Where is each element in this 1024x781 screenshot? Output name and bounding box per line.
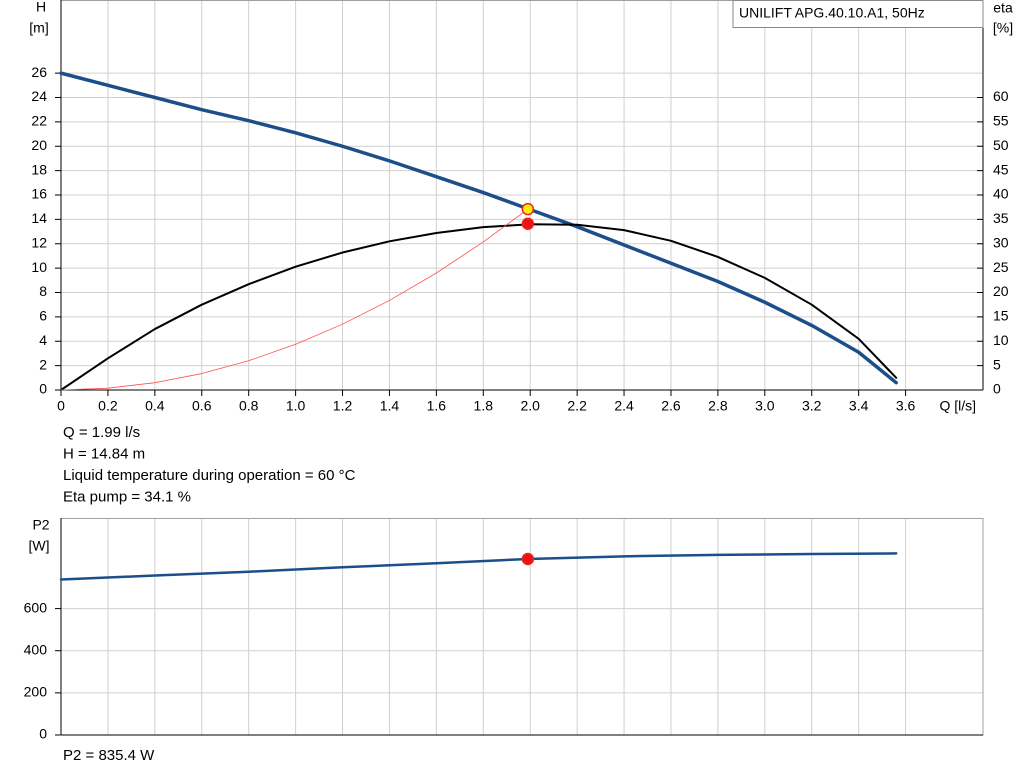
x-tick-label: 2.4 (614, 398, 634, 414)
y2-tick-label: 55 (993, 113, 1009, 129)
y-tick-label: 14 (31, 210, 47, 226)
series-line (60, 223, 898, 391)
y-tick-label: 18 (31, 161, 47, 177)
x-tick-label: 1.4 (380, 398, 400, 414)
x-tick-label: 1.8 (474, 398, 494, 414)
y2-tick-label: 50 (993, 137, 1009, 153)
x-tick-label: 0.6 (192, 398, 212, 414)
info-text: P2 = 835.4 W (63, 747, 155, 764)
y-tick-label: 0 (39, 726, 47, 742)
x-tick-label: 0.4 (145, 398, 165, 414)
y-tick-label: 22 (31, 113, 47, 129)
y2-tick-label: 45 (993, 161, 1009, 177)
x-tick-label: 3.0 (755, 398, 775, 414)
operating-point (521, 202, 535, 216)
series-line (59, 71, 898, 385)
series-line (60, 208, 529, 391)
y-tick-label: 26 (31, 64, 47, 80)
operating-point (521, 552, 535, 566)
y-tick-label: 16 (31, 186, 47, 202)
y-label: P2 (32, 517, 49, 533)
x-label: Q [l/s] (939, 398, 976, 414)
x-tick-label: 2.6 (661, 398, 681, 414)
y2-unit: [%] (993, 20, 1013, 36)
x-tick-label: 0.2 (98, 398, 118, 414)
y-tick-label: 8 (39, 283, 47, 299)
y-tick-label: 4 (39, 332, 47, 348)
x-tick-label: 1.6 (427, 398, 447, 414)
y-tick-label: 400 (24, 641, 48, 657)
y-label: H (36, 0, 46, 15)
y2-tick-label: 20 (993, 283, 1009, 299)
x-tick-label: 3.2 (802, 398, 822, 414)
info-text: Eta pump = 34.1 % (63, 488, 191, 505)
info-text: Liquid temperature during operation = 60… (63, 467, 356, 484)
y2-tick-label: 35 (993, 210, 1009, 226)
y-tick-label: 200 (24, 684, 48, 700)
y-tick-label: 20 (31, 137, 47, 153)
y-tick-label: 24 (31, 88, 47, 104)
x-tick-label: 1.2 (333, 398, 353, 414)
y-tick-label: 0 (39, 381, 47, 397)
x-tick-label: 2.0 (520, 398, 540, 414)
y-tick-label: 12 (31, 234, 47, 250)
x-tick-label: 0 (57, 398, 65, 414)
x-tick-label: 3.6 (896, 398, 916, 414)
y2-label: eta (993, 0, 1013, 16)
x-tick-label: 0.8 (239, 398, 259, 414)
y-tick-label: 2 (39, 356, 47, 372)
x-tick-label: 1.0 (286, 398, 306, 414)
series-line (59, 552, 898, 581)
x-tick-label: 2.8 (708, 398, 728, 414)
y2-tick-label: 10 (993, 332, 1009, 348)
y-unit: [W] (29, 538, 50, 554)
y-tick-label: 10 (31, 259, 47, 275)
title-box (732, 0, 984, 28)
y2-tick-label: 15 (993, 308, 1009, 324)
y-tick-label: 600 (24, 599, 48, 615)
info-text: Q = 1.99 l/s (63, 424, 140, 441)
chart-title: UNILIFT APG.40.10.A1, 50Hz (739, 5, 925, 21)
x-tick-label: 2.2 (567, 398, 587, 414)
y-tick-label: 6 (39, 308, 47, 324)
y2-tick-label: 5 (993, 356, 1001, 372)
y2-tick-label: 25 (993, 259, 1009, 275)
y2-tick-label: 60 (993, 88, 1009, 104)
y2-tick-label: 40 (993, 186, 1009, 202)
x-tick-label: 3.4 (849, 398, 869, 414)
y-unit: [m] (29, 20, 48, 36)
y2-tick-label: 30 (993, 234, 1009, 250)
operating-point (521, 217, 535, 231)
y2-tick-label: 0 (993, 381, 1001, 397)
info-text: H = 14.84 m (63, 445, 145, 462)
